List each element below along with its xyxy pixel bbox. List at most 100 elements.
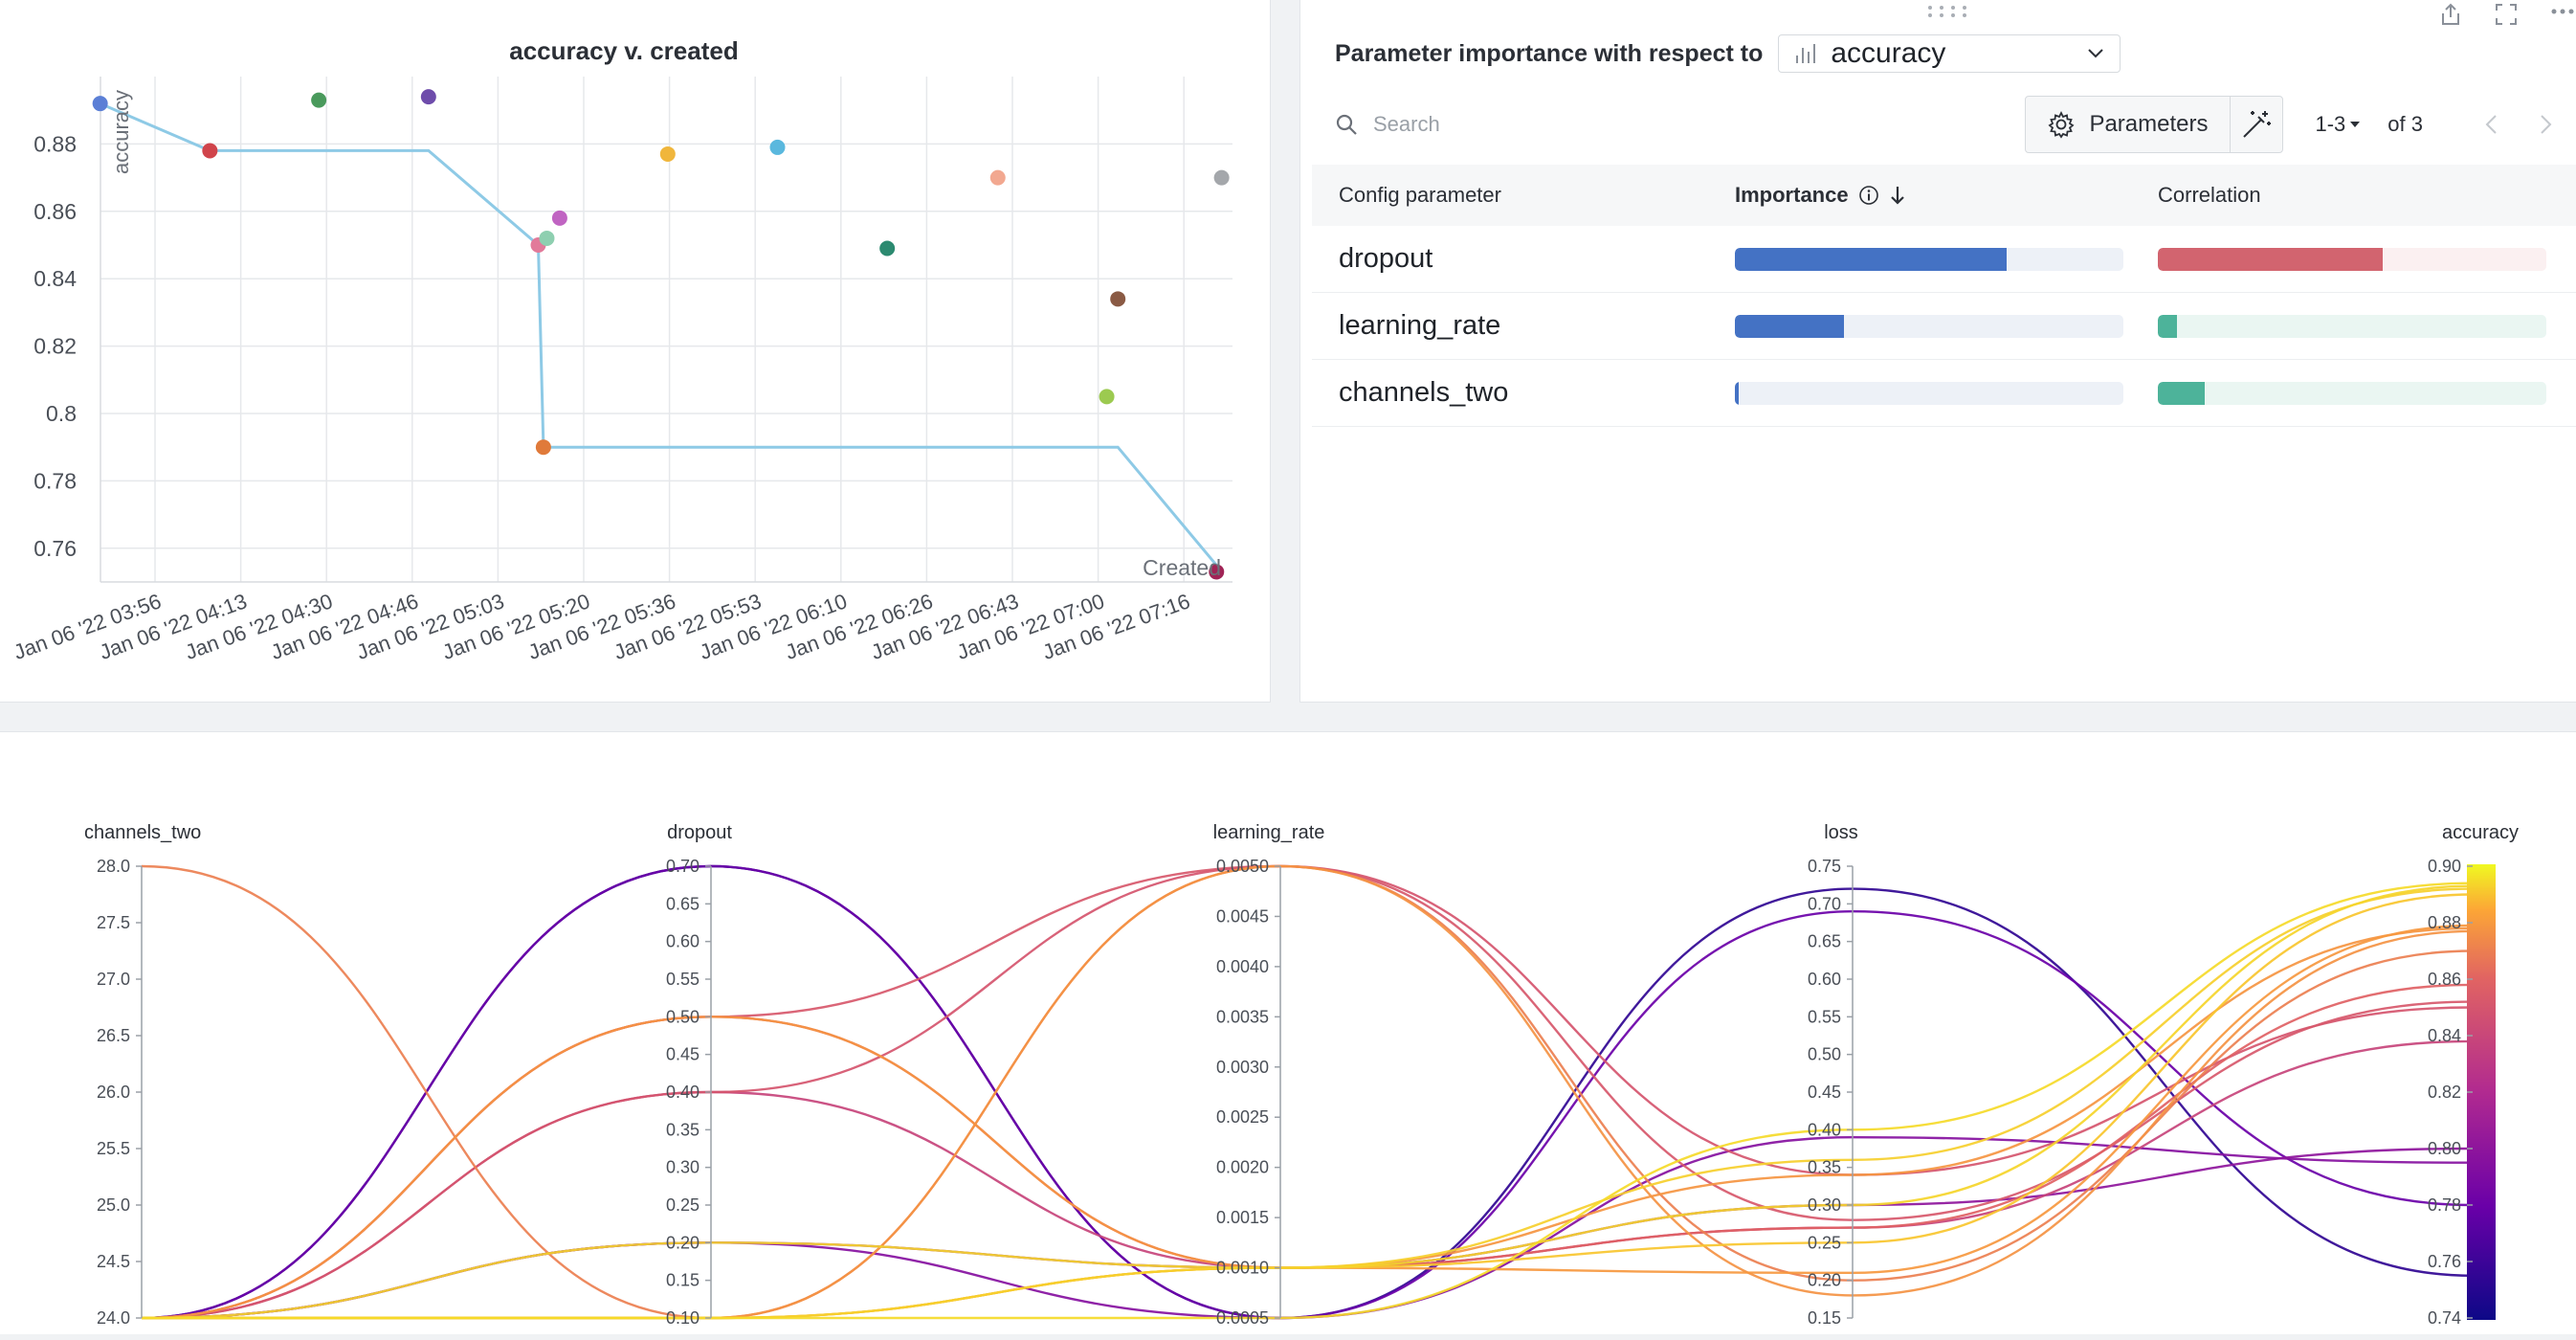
axis-title: learning_rate xyxy=(1213,822,1325,843)
best-run-line xyxy=(100,101,1218,567)
more-options-icon[interactable] xyxy=(2549,2,2576,27)
run-point[interactable] xyxy=(1110,291,1126,307)
parameters-button[interactable]: Parameters xyxy=(2026,97,2231,152)
fullscreen-icon[interactable] xyxy=(2494,2,2519,27)
metric-select[interactable]: accuracy xyxy=(1778,34,2121,73)
axis-tick-label: 0.15 xyxy=(666,1271,700,1290)
run-point[interactable] xyxy=(535,439,551,456)
param-name: learning_rate xyxy=(1339,310,1501,341)
column-header-importance[interactable]: Importance xyxy=(1735,183,2158,208)
axis-tick-label: 0.45 xyxy=(666,1045,700,1064)
axis-tick-label: 0.50 xyxy=(666,1007,700,1026)
run-points[interactable] xyxy=(92,89,1230,580)
search-input[interactable] xyxy=(1371,111,1758,138)
param-name: channels_two xyxy=(1339,377,1509,408)
run-point[interactable] xyxy=(551,210,567,226)
importance-cell xyxy=(1735,247,2158,271)
run-line[interactable] xyxy=(142,864,2474,1320)
page-range-label: 1-3 xyxy=(2315,112,2346,136)
auto-suggest-button[interactable] xyxy=(2231,97,2282,152)
run-line[interactable] xyxy=(141,864,2474,1320)
search-row: Parameters 1-3 of 3 xyxy=(1335,96,2553,153)
run-point[interactable] xyxy=(879,240,896,257)
run-line[interactable] xyxy=(141,864,2474,1320)
axis-tick-label: 0.86 xyxy=(2428,970,2461,989)
axis-tick-label: 0.80 xyxy=(2428,1139,2461,1158)
run-point[interactable] xyxy=(769,139,786,155)
accuracy-scatter-chart: accuracy v. created 0.760.780.80.820.840… xyxy=(11,36,1232,664)
parallel-coordinates-chart: channels_two 28.0 27.5 27.0 26.5 26.0 25.5 25.0… xyxy=(84,822,2519,1328)
table-row[interactable]: dropout xyxy=(1312,226,2576,293)
sort-descending-icon[interactable] xyxy=(1889,185,1906,206)
axis-loss[interactable]: loss 0.75 0.70 0.65 0.60 0.55 0.50 0.45 0.40 0.35… xyxy=(1808,822,1858,1328)
axis-tick-label: 0.50 xyxy=(1808,1045,1841,1064)
page-range-select[interactable]: 1-3 xyxy=(2316,112,2362,137)
run-lines xyxy=(141,864,2474,1320)
y-axis-label: accuracy xyxy=(109,90,133,174)
column-header-correlation[interactable]: Correlation xyxy=(2158,183,2261,207)
axis-tick-label: 0.0045 xyxy=(1216,906,1269,926)
axis-tick-label: 0.90 xyxy=(2428,857,2461,876)
y-tick-label: 0.88 xyxy=(33,131,77,156)
run-line[interactable] xyxy=(141,864,2474,1320)
axis-tick-label: 0.76 xyxy=(2428,1252,2461,1271)
drag-handle-icon[interactable] xyxy=(1926,4,1968,19)
axis-tick-label: 26.0 xyxy=(97,1083,130,1102)
axis-tick-label: 0.0010 xyxy=(1216,1259,1269,1278)
table-rows: dropout learning_rate channels_two xyxy=(1312,226,2576,427)
page-total: of 3 xyxy=(2387,112,2423,136)
next-page-icon[interactable] xyxy=(2540,114,2553,135)
search-box[interactable] xyxy=(1335,111,2025,138)
prev-page-icon[interactable] xyxy=(2484,114,2498,135)
parameters-button-label: Parameters xyxy=(2089,111,2209,137)
table-row[interactable]: channels_two xyxy=(1312,360,2576,427)
y-tick-label: 0.86 xyxy=(33,199,77,224)
axis-tick-label: 0.84 xyxy=(2428,1026,2461,1045)
run-line[interactable] xyxy=(141,884,2474,1320)
parameter-importance-panel: Parameter importance with respect to acc… xyxy=(1299,0,2576,703)
axis-tick-label: 0.20 xyxy=(666,1233,700,1252)
run-line[interactable] xyxy=(141,1135,2474,1320)
axis-dropout[interactable]: dropout 0.70 0.65 0.60 0.55 0.50 0.45 0.40 0.35 0… xyxy=(666,822,732,1328)
run-line[interactable] xyxy=(142,882,2474,1320)
axis-tick-label: 0.60 xyxy=(1808,970,1841,989)
table-row[interactable]: learning_rate xyxy=(1312,293,2576,360)
info-icon[interactable] xyxy=(1858,185,1879,206)
axis-tick-label: 0.74 xyxy=(2428,1308,2461,1328)
column-header-config-parameter[interactable]: Config parameter xyxy=(1339,183,1501,207)
run-line[interactable] xyxy=(141,864,2474,1320)
importance-title: Parameter importance with respect to xyxy=(1335,39,1764,67)
axis-tick-label: 0.30 xyxy=(666,1158,700,1177)
axis-accuracy[interactable]: accuracy 0.90 0.88 0.86 0.84 0.82 0.80 0.78 0.76… xyxy=(2428,822,2519,1328)
run-point[interactable] xyxy=(311,92,327,108)
run-point[interactable] xyxy=(539,230,555,246)
share-icon[interactable] xyxy=(2438,2,2463,27)
axis-title: loss xyxy=(1824,822,1858,843)
axis-tick-label: 0.65 xyxy=(666,894,700,913)
axis-tick-label: 24.5 xyxy=(97,1252,130,1271)
axis-channels-two[interactable]: channels_two 28.0 27.5 27.0 26.5 26.0 25.5 25.0… xyxy=(84,822,201,1328)
run-point[interactable] xyxy=(420,89,436,105)
correlation-bar xyxy=(2158,314,2546,338)
run-line[interactable] xyxy=(141,864,2474,1320)
run-point[interactable] xyxy=(1209,564,1225,580)
run-line[interactable] xyxy=(141,1147,2474,1320)
run-point[interactable] xyxy=(92,96,108,112)
axis-tick-label: 0.88 xyxy=(2428,913,2461,932)
run-point[interactable] xyxy=(1213,169,1230,186)
run-point[interactable] xyxy=(989,169,1006,186)
axis-tick-label: 0.70 xyxy=(666,857,700,876)
axis-title: dropout xyxy=(667,822,732,843)
run-line[interactable] xyxy=(142,924,2474,1320)
x-axis-label: Created xyxy=(1143,555,1221,580)
run-point[interactable] xyxy=(659,145,676,162)
run-point[interactable] xyxy=(202,143,218,159)
run-line[interactable] xyxy=(141,927,2474,1320)
run-line[interactable] xyxy=(142,893,2474,1320)
correlation-bar-fill xyxy=(2158,314,2178,338)
run-point[interactable] xyxy=(1099,389,1115,405)
axis-tick-label: 0.65 xyxy=(1808,932,1841,951)
axis-tick-label: 0.10 xyxy=(666,1308,700,1328)
axis-learning-rate[interactable]: learning_rate 0.0050 0.0045 0.0040 0.0035 0.0… xyxy=(1213,822,1325,1328)
axis-tick-label: 25.0 xyxy=(97,1195,130,1215)
